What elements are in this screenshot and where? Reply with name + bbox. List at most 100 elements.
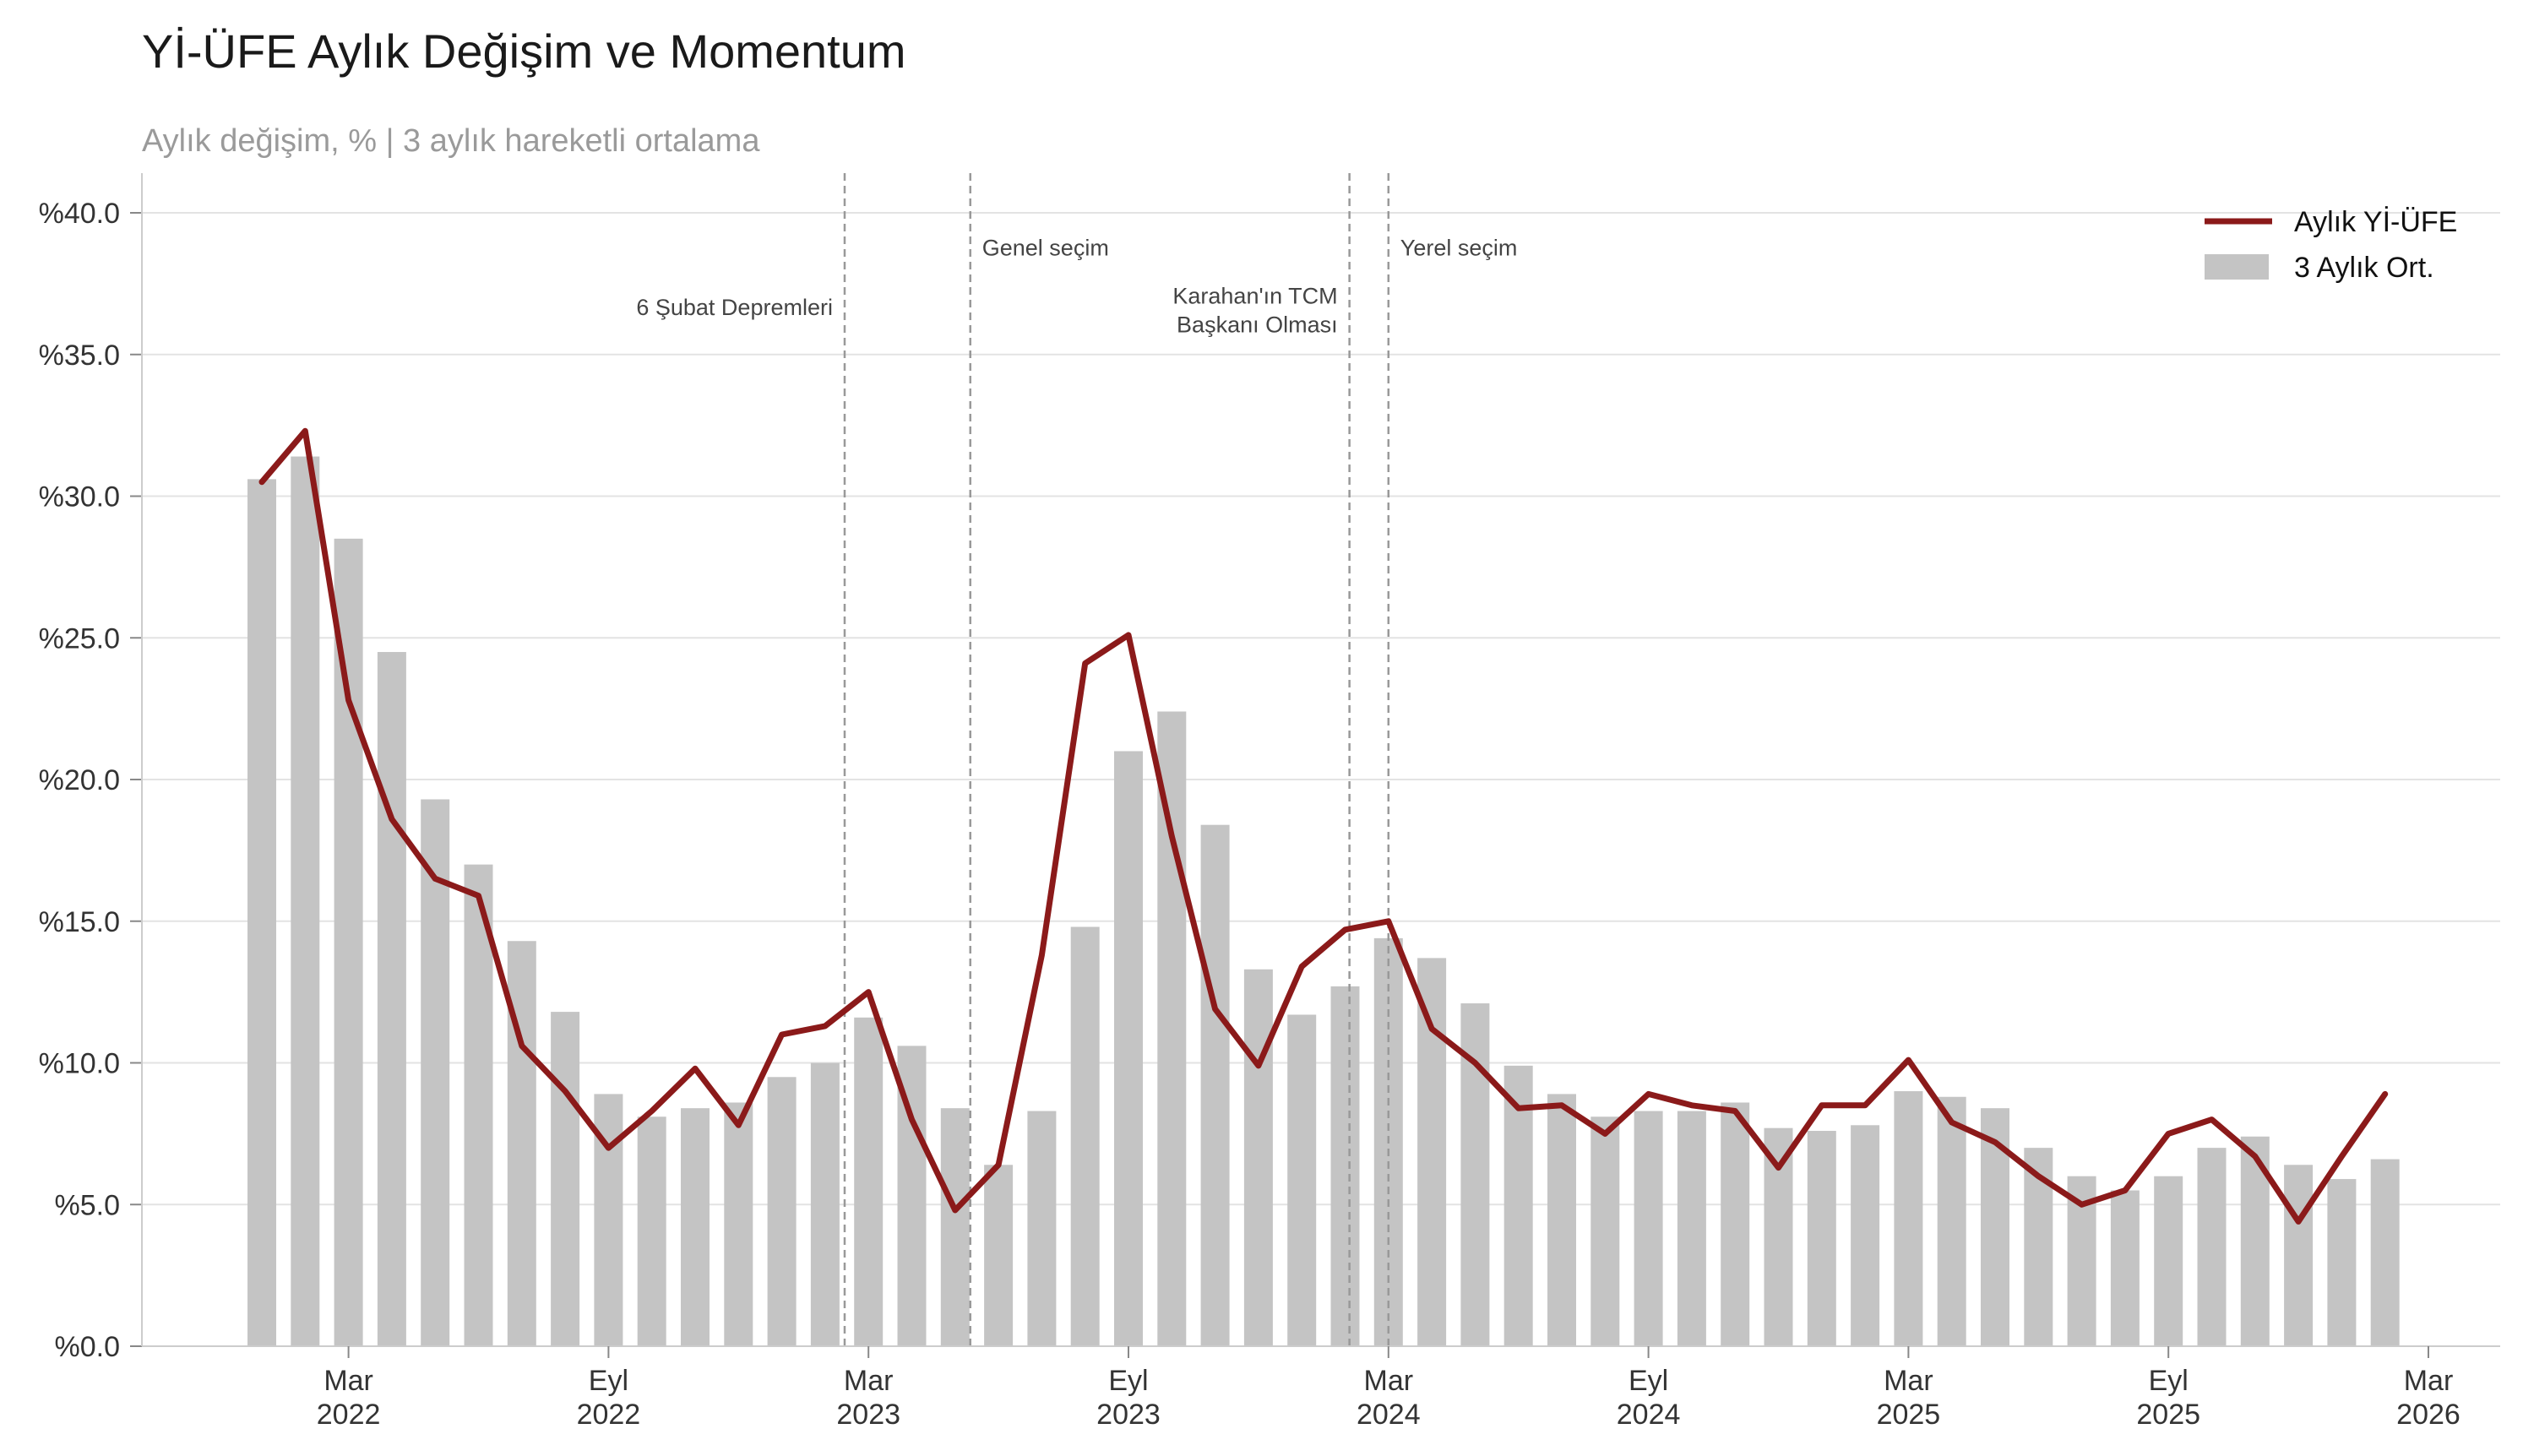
legend-bar-swatch xyxy=(2205,254,2269,280)
bar xyxy=(2110,1190,2140,1346)
bar xyxy=(247,479,276,1346)
line-point xyxy=(1993,1140,1997,1144)
line-point xyxy=(1863,1103,1868,1107)
line-point xyxy=(433,877,438,881)
line-point xyxy=(823,1024,827,1028)
x-tick-month: Mar xyxy=(1884,1365,1933,1397)
line-point xyxy=(389,817,394,821)
line-point xyxy=(260,480,264,484)
bar xyxy=(2284,1165,2314,1346)
y-tick-label: %25.0 xyxy=(39,622,120,655)
line-point xyxy=(346,698,351,703)
bar xyxy=(1157,711,1187,1346)
line-point xyxy=(1776,1165,1781,1170)
y-tick-label: %30.0 xyxy=(39,481,120,513)
line-point xyxy=(867,990,871,994)
bar xyxy=(334,538,363,1346)
line-point xyxy=(1819,1103,1824,1107)
event-label: 6 Şubat Depremleri xyxy=(636,295,833,320)
legend-bar-label: 3 Aylık Ort. xyxy=(2294,252,2434,284)
bar xyxy=(1677,1111,1706,1346)
bar xyxy=(421,799,450,1346)
x-tick-year: 2023 xyxy=(1096,1399,1161,1431)
x-tick-month: Eyl xyxy=(1629,1365,1668,1397)
bar xyxy=(464,864,493,1346)
line-point xyxy=(693,1067,697,1071)
line-point xyxy=(1689,1103,1694,1107)
line-point xyxy=(1560,1103,1563,1107)
bar xyxy=(1894,1091,1923,1346)
x-tick-year: 2025 xyxy=(1877,1399,1941,1431)
line-series xyxy=(258,427,2389,1225)
event-label: Genel seçim xyxy=(982,235,1109,260)
bar xyxy=(291,456,320,1346)
event-markers: 6 Şubat Depremleri Genel seçim Karahan'ın … xyxy=(636,173,1517,1346)
bar xyxy=(854,1017,884,1346)
legend: Aylık Yİ-ÜFE 3 Aylık Ort. xyxy=(2205,206,2457,284)
bar xyxy=(2154,1176,2183,1346)
line-point xyxy=(1603,1132,1607,1136)
line-point xyxy=(2253,1154,2257,1159)
bar xyxy=(1937,1096,1966,1346)
grid-lines xyxy=(142,212,2500,1206)
bar xyxy=(1590,1116,1620,1346)
bar xyxy=(1243,969,1273,1346)
line-point xyxy=(1906,1058,1911,1062)
line-point xyxy=(1300,964,1304,969)
axes: %0.0 %5.0 %10.0 %15.0 %20.0 %25.0 %30.0 %35.0 %4… xyxy=(39,173,2500,1431)
line-point xyxy=(303,429,307,433)
bar xyxy=(940,1108,970,1346)
line-point xyxy=(1343,927,1347,932)
y-tick-label: %10.0 xyxy=(39,1048,120,1080)
line-point xyxy=(2297,1220,2301,1224)
bar xyxy=(1070,926,1100,1346)
x-tick-month: Mar xyxy=(844,1365,894,1397)
line-point xyxy=(1213,1007,1217,1011)
line-point xyxy=(910,1117,914,1122)
bar xyxy=(1027,1111,1057,1346)
bar xyxy=(1114,751,1143,1346)
bar xyxy=(1764,1127,1793,1346)
event-label: Başkanı Olması xyxy=(1177,312,1338,337)
line-point xyxy=(1646,1092,1650,1096)
line-point xyxy=(2340,1154,2344,1159)
line-point xyxy=(1473,1061,1477,1065)
x-tick-year: 2024 xyxy=(1357,1399,1421,1431)
bar xyxy=(637,1116,666,1346)
line-point xyxy=(2167,1132,2171,1136)
chart-title: Yİ-ÜFE Aylık Değişim ve Momentum xyxy=(142,24,906,78)
line-point xyxy=(1430,1027,1434,1031)
bar xyxy=(810,1062,840,1346)
bar xyxy=(2197,1148,2227,1346)
line-point xyxy=(1170,834,1174,839)
bar xyxy=(1417,958,1447,1346)
x-tick-month: Mar xyxy=(324,1365,373,1397)
bar xyxy=(1634,1111,1663,1346)
line-point xyxy=(2080,1203,2084,1207)
bar xyxy=(1851,1125,1880,1346)
line-path xyxy=(258,427,2389,1225)
event-label: Karahan'ın TCM xyxy=(1172,283,1337,308)
line-point xyxy=(2123,1188,2127,1193)
x-tick-year: 2026 xyxy=(2396,1399,2460,1431)
chart-subtitle: Aylık değişim, % | 3 aylık hareketli ort… xyxy=(142,123,760,159)
bar xyxy=(2370,1159,2400,1346)
x-tick-year: 2023 xyxy=(836,1399,900,1431)
line-point xyxy=(2383,1092,2387,1096)
x-tick-month: Eyl xyxy=(2149,1365,2189,1397)
x-tick-month: Mar xyxy=(2404,1365,2454,1397)
x-tick-year: 2022 xyxy=(317,1399,381,1431)
line-point xyxy=(606,1146,611,1150)
x-tick-month: Eyl xyxy=(1108,1365,1148,1397)
line-point xyxy=(953,1208,957,1212)
y-tick-label: %40.0 xyxy=(39,198,120,230)
x-tick-year: 2022 xyxy=(577,1399,641,1431)
bar xyxy=(1330,986,1360,1346)
event-label: Yerel seçim xyxy=(1400,235,1518,260)
line-point xyxy=(1040,953,1044,958)
bar xyxy=(681,1108,710,1346)
bar xyxy=(1547,1094,1576,1346)
line-point xyxy=(1256,1063,1260,1068)
line-point xyxy=(2210,1117,2214,1122)
bar xyxy=(1287,1014,1317,1346)
